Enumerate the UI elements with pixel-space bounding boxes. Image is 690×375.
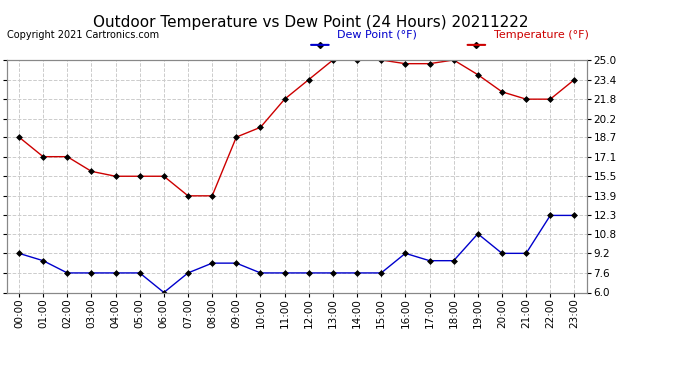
Text: Copyright 2021 Cartronics.com: Copyright 2021 Cartronics.com [7, 30, 159, 40]
Text: Dew Point (°F): Dew Point (°F) [337, 30, 417, 40]
Text: Outdoor Temperature vs Dew Point (24 Hours) 20211222: Outdoor Temperature vs Dew Point (24 Hou… [92, 15, 529, 30]
Text: Temperature (°F): Temperature (°F) [494, 30, 589, 40]
